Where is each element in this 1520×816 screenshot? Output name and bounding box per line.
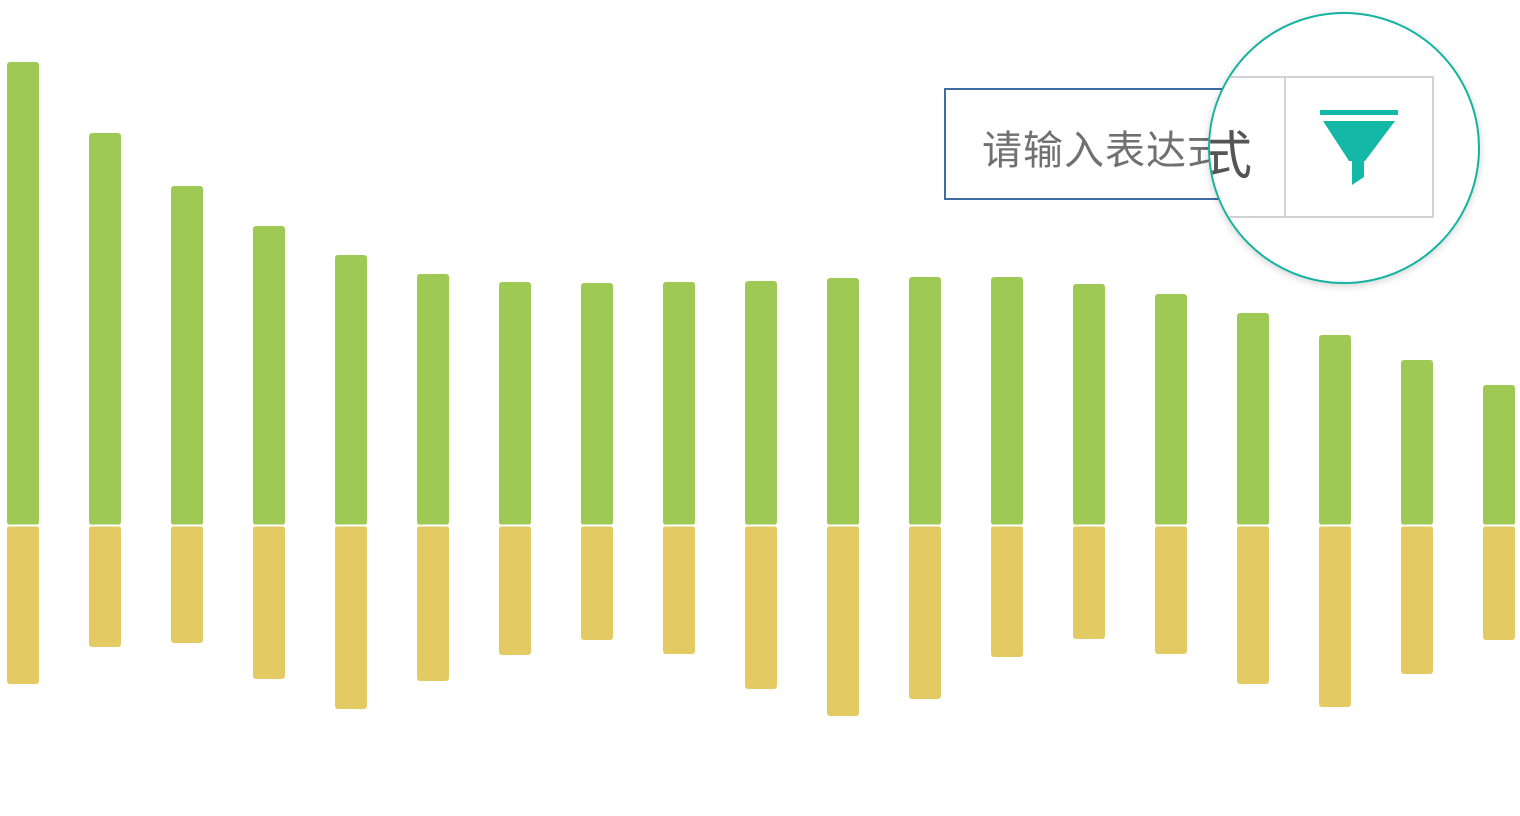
positive-bar-11: [827, 278, 859, 525]
positive-bar-9: [663, 282, 695, 525]
positive-bar-18: [1401, 360, 1433, 525]
positive-bar-3: [171, 186, 203, 525]
positive-bar-13: [991, 277, 1023, 525]
magnified-input-text: 式: [1210, 114, 1252, 189]
negative-bar-7: [499, 526, 531, 655]
negative-bar-19: [1483, 526, 1515, 640]
negative-bar-11: [827, 526, 859, 716]
positive-bar-5: [335, 255, 367, 525]
expression-input[interactable]: [944, 88, 1244, 200]
negative-bar-1: [7, 526, 39, 684]
positive-bar-2: [89, 133, 121, 525]
positive-bar-1: [7, 62, 39, 525]
negative-bar-5: [335, 526, 367, 709]
positive-bar-10: [745, 281, 777, 525]
positive-bar-8: [581, 283, 613, 525]
positive-bar-15: [1155, 294, 1187, 525]
positive-bar-17: [1319, 335, 1351, 525]
negative-bar-2: [89, 526, 121, 647]
negative-bar-14: [1073, 526, 1105, 639]
positive-bar-6: [417, 274, 449, 525]
positive-bar-16: [1237, 313, 1269, 525]
magnifier-lens: 式: [1208, 12, 1480, 284]
negative-bar-15: [1155, 526, 1187, 654]
negative-bar-10: [745, 526, 777, 689]
positive-bar-19: [1483, 385, 1515, 525]
negative-bar-12: [909, 526, 941, 699]
positive-bar-14: [1073, 284, 1105, 525]
negative-bar-16: [1237, 526, 1269, 684]
expression-placeholder: 请输入表达式: [982, 128, 1228, 174]
negative-bar-17: [1319, 526, 1351, 707]
negative-bar-3: [171, 526, 203, 643]
positive-bar-12: [909, 277, 941, 525]
positive-bar-4: [253, 226, 285, 525]
filter-funnel-icon: [1320, 110, 1398, 185]
negative-bar-9: [663, 526, 695, 654]
negative-bar-18: [1401, 526, 1433, 674]
negative-bar-8: [581, 526, 613, 640]
positive-bar-7: [499, 282, 531, 525]
negative-bar-4: [253, 526, 285, 679]
filter-button[interactable]: [1284, 76, 1434, 218]
negative-bar-6: [417, 526, 449, 681]
negative-bar-13: [991, 526, 1023, 657]
